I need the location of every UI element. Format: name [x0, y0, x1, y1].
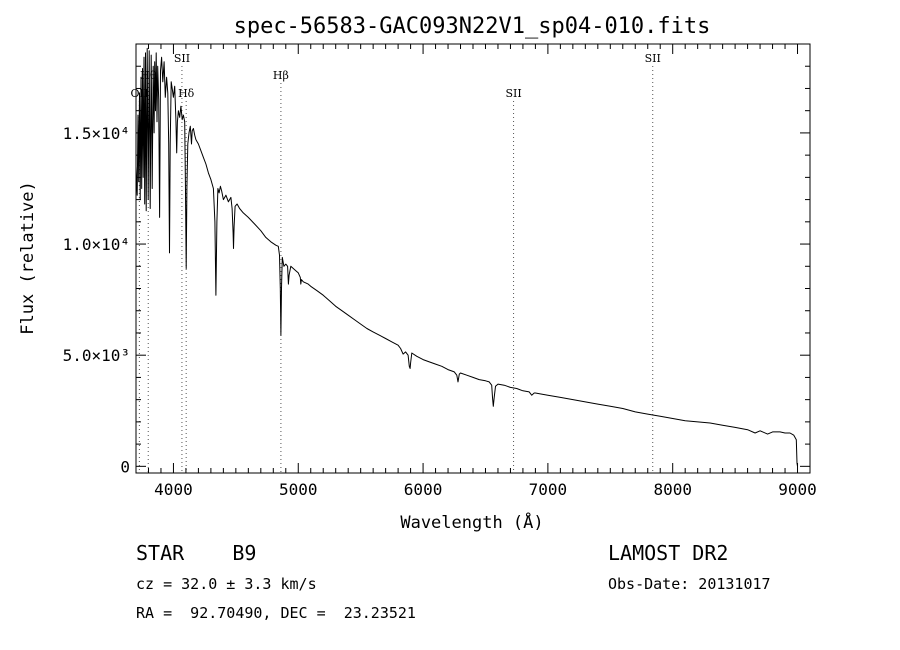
- y-axis-label: Flux (relative): [18, 181, 38, 335]
- line-label-3: Hδ: [178, 87, 195, 100]
- line-label-5: SII: [505, 87, 521, 100]
- redshift-velocity: cz = 32.0 ± 3.3 km/s: [136, 575, 317, 593]
- observation-date: Obs-Date: 20131017: [608, 575, 771, 593]
- y-tick-label: 1.5×10⁴: [63, 124, 130, 143]
- x-axis-label: Wavelength (Å): [400, 511, 543, 533]
- chart-title: spec-56583-GAC093N22V1_sp04-010.fits: [234, 14, 711, 39]
- line-label-6: SII: [645, 52, 661, 65]
- y-axis-ticks: 0 5.0×10³ 1.0×10⁴ 1.5×10⁴: [63, 43, 810, 476]
- spectrum-line-0: [135, 47, 798, 467]
- survey-name: LAMOST DR2: [608, 541, 729, 565]
- x-tick-label: 5000: [279, 480, 318, 499]
- line-label-4: Hβ: [273, 69, 289, 82]
- x-tick-label: 8000: [653, 480, 692, 499]
- plot-frame: [135, 43, 811, 474]
- x-tick-label: 7000: [529, 480, 568, 499]
- x-tick-label: 9000: [778, 480, 817, 499]
- spectrum-series: [135, 47, 798, 467]
- x-tick-label: 4000: [154, 480, 193, 499]
- x-axis-ticks: 4000 5000 6000 7000 8000 9000: [135, 44, 817, 499]
- line-label-2: SII: [174, 52, 190, 65]
- object-class: STAR B9: [136, 541, 257, 565]
- coordinates: RA = 92.70490, DEC = 23.23521: [136, 604, 416, 622]
- y-tick-label: 0: [120, 457, 130, 476]
- x-tick-label: 6000: [404, 480, 443, 499]
- y-tick-label: 1.0×10⁴: [63, 235, 130, 254]
- y-tick-label: 5.0×10³: [63, 346, 130, 365]
